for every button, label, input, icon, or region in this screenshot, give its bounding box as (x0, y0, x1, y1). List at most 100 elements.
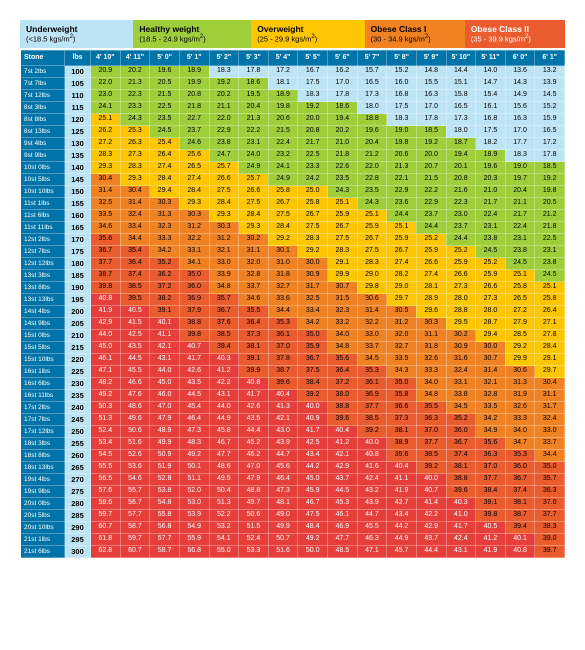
cell-bmi: 31.2 (387, 318, 417, 330)
cell-bmi: 22.9 (416, 198, 446, 210)
cell-bmi: 37.7 (535, 510, 565, 522)
cell-bmi: 28.1 (416, 282, 446, 294)
cell-bmi: 19.0 (387, 126, 417, 138)
cell-bmi: 35.5 (416, 402, 446, 414)
cell-stone: 17st 7lbs (21, 414, 65, 426)
cell-bmi: 38.8 (446, 474, 476, 486)
legend-category: Healthy weight(18.5 - 24.9 kgs/m2) (133, 20, 251, 48)
cell-bmi: 42.6 (239, 402, 269, 414)
cell-bmi: 23.0 (91, 90, 121, 102)
cell-bmi: 46.3 (357, 534, 387, 546)
cell-bmi: 35.9 (298, 342, 328, 354)
cell-bmi: 16.1 (476, 102, 506, 114)
cell-bmi: 18.3 (505, 150, 535, 162)
cell-bmi: 29.3 (239, 222, 269, 234)
cell-bmi: 22.4 (476, 210, 506, 222)
cell-bmi: 43.5 (179, 378, 209, 390)
cell-bmi: 35.6 (328, 354, 358, 366)
cell-bmi: 43.7 (416, 534, 446, 546)
cell-bmi: 21.2 (535, 210, 565, 222)
cell-bmi: 48.6 (120, 402, 150, 414)
cell-bmi: 34.2 (476, 414, 506, 426)
table-row: 8st 8lbs12025.124.323.522.722.021.320.62… (21, 114, 565, 126)
table-row: 10st 10lbs15031.430.429.428.427.526.625.… (21, 186, 565, 198)
cell-bmi: 23.5 (328, 174, 358, 186)
cell-bmi: 27.4 (416, 270, 446, 282)
cell-stone: 12st 2lbs (21, 234, 65, 246)
cell-bmi: 29.3 (209, 210, 239, 222)
cell-bmi: 18.9 (476, 150, 506, 162)
cell-stone: 7st 2lbs (21, 66, 65, 78)
cell-bmi: 41.9 (476, 546, 506, 558)
cell-stone: 21st 6lbs (21, 546, 65, 558)
table-row: 20st 10lbs29060.758.756.854.953.251.549.… (21, 522, 565, 534)
table-row: 13st 13lbs19540.839.538.236.935.734.633.… (21, 294, 565, 306)
cell-bmi: 30.4 (91, 174, 121, 186)
cell-bmi: 23.8 (209, 138, 239, 150)
cell-bmi: 18.1 (268, 78, 298, 90)
cell-stone: 13st 8lbs (21, 282, 65, 294)
cell-bmi: 45.7 (387, 546, 417, 558)
cell-bmi: 30.6 (505, 366, 535, 378)
cell-bmi: 25.6 (179, 150, 209, 162)
cell-bmi: 19.2 (209, 78, 239, 90)
cell-bmi: 24.7 (209, 150, 239, 162)
cell-bmi: 25.1 (387, 222, 417, 234)
cell-bmi: 39.6 (387, 450, 417, 462)
cell-bmi: 42.7 (387, 498, 417, 510)
cell-bmi: 29.9 (505, 354, 535, 366)
cell-bmi: 42.4 (446, 534, 476, 546)
cell-bmi: 49.2 (91, 390, 121, 402)
table-row: 16st 1lbs22547.145.544.042.641.239.938.7… (21, 366, 565, 378)
cell-bmi: 35.0 (387, 378, 417, 390)
cell-bmi: 17.0 (505, 126, 535, 138)
cell-bmi: 48.2 (91, 378, 121, 390)
table-row: 15st 0lbs21044.042.541.139.838.537.336.1… (21, 330, 565, 342)
cell-bmi: 19.8 (535, 186, 565, 198)
cell-bmi: 29.0 (357, 270, 387, 282)
cell-bmi: 44.4 (416, 546, 446, 558)
cell-bmi: 20.4 (357, 138, 387, 150)
cell-bmi: 27.5 (209, 186, 239, 198)
cell-bmi: 25.1 (357, 210, 387, 222)
cell-bmi: 24.9 (239, 162, 269, 174)
cell-bmi: 20.5 (150, 78, 180, 90)
cell-bmi: 30.4 (120, 186, 150, 198)
cell-bmi: 53.3 (239, 546, 269, 558)
cell-bmi: 47.7 (328, 534, 358, 546)
cell-bmi: 28.3 (298, 234, 328, 246)
cell-bmi: 46.1 (328, 510, 358, 522)
cell-bmi: 23.7 (179, 126, 209, 138)
cell-bmi: 26.7 (357, 234, 387, 246)
cell-bmi: 35.7 (209, 294, 239, 306)
cell-bmi: 19.2 (535, 174, 565, 186)
cell-bmi: 48.8 (239, 486, 269, 498)
cell-bmi: 32.4 (120, 210, 150, 222)
table-row: 9st 9lbs13528.327.326.425.624.724.023.22… (21, 150, 565, 162)
cell-bmi: 18.9 (179, 66, 209, 78)
cell-bmi: 33.1 (446, 378, 476, 390)
cell-bmi: 31.4 (476, 366, 506, 378)
cell-bmi: 47.1 (91, 366, 121, 378)
table-row: 13st 8lbs19039.838.537.236.034.833.732.7… (21, 282, 565, 294)
cell-bmi: 33.7 (239, 282, 269, 294)
cell-bmi: 44.2 (298, 462, 328, 474)
bmi-legend: Underweight(<18.5 kgs/m2)Healthy weight(… (20, 20, 565, 48)
cell-bmi: 34.8 (416, 390, 446, 402)
cell-bmi: 35.6 (476, 438, 506, 450)
cell-bmi: 34.9 (476, 426, 506, 438)
cell-bmi: 49.6 (120, 414, 150, 426)
col-height: 6' 1" (535, 50, 565, 65)
cell-bmi: 49.9 (268, 522, 298, 534)
cell-bmi: 28.5 (505, 330, 535, 342)
cell-bmi: 25.2 (476, 258, 506, 270)
cell-bmi: 31.8 (416, 342, 446, 354)
cell-bmi: 37.7 (91, 258, 121, 270)
cell-bmi: 25.2 (416, 234, 446, 246)
table-row: 17st 7lbs24551.349.647.946.444.943.542.1… (21, 414, 565, 426)
cell-bmi: 48.6 (209, 462, 239, 474)
cell-bmi: 18.3 (209, 66, 239, 78)
cell-bmi: 17.2 (268, 66, 298, 78)
cell-bmi: 34.8 (328, 342, 358, 354)
cell-bmi: 50.0 (298, 546, 328, 558)
